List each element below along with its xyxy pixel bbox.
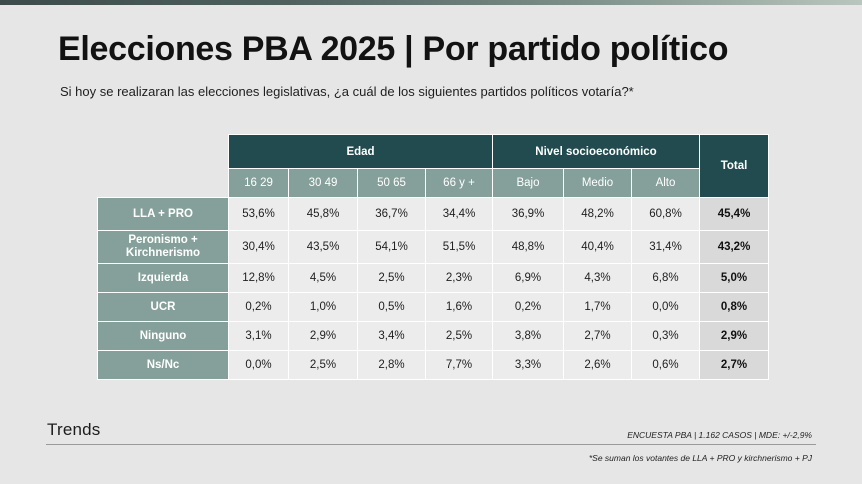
group-header-nivel: Nivel socioeconómico (492, 134, 700, 169)
table-cell: 31,4% (631, 230, 700, 264)
table-cell: 6,9% (492, 263, 564, 293)
table-cell: 1,7% (563, 292, 632, 322)
table-row: Ns/Nc 0,0% 2,5% 2,8% 7,7% 3,3% 2,6% 0,6% 2,7% (97, 350, 769, 380)
table-cell: 1,0% (288, 292, 358, 322)
row-label: Ns/Nc (97, 350, 229, 380)
source-note: ENCUESTA PBA | 1.162 CASOS | MDE: +/-2,9… (627, 430, 812, 440)
group-header-edad: Edad (228, 134, 493, 169)
column-header: 30 49 (288, 168, 358, 198)
footer-divider (46, 444, 816, 445)
column-header: Medio (563, 168, 632, 198)
page-title: Elecciones PBA 2025 | Por partido políti… (58, 30, 729, 68)
column-header: 50 65 (357, 168, 426, 198)
column-header: 66 y + (425, 168, 493, 198)
table-cell: 40,4% (563, 230, 632, 264)
table-cell: 36,9% (492, 197, 564, 231)
table-cell: 36,7% (357, 197, 426, 231)
table-cell: 12,8% (228, 263, 289, 293)
row-label: Ninguno (97, 321, 229, 351)
table-corner (98, 135, 229, 198)
table-cell: 2,5% (425, 321, 493, 351)
footnote: *Se suman los votantes de LLA + PRO y ki… (588, 453, 812, 463)
table-cell: 60,8% (631, 197, 700, 231)
table-cell: 1,6% (425, 292, 493, 322)
table-cell: 0,0% (228, 350, 289, 380)
table-cell: 48,8% (492, 230, 564, 264)
table-cell: 2,7% (563, 321, 632, 351)
table-cell: 30,4% (228, 230, 289, 264)
table-cell: 0,6% (631, 350, 700, 380)
column-header: Bajo (492, 168, 564, 198)
table-cell: 0,2% (492, 292, 564, 322)
table-cell: 7,7% (425, 350, 493, 380)
table-row: Peronismo + Kirchnerismo 30,4% 43,5% 54,1% 5… (97, 230, 769, 264)
table-cell: 0,3% (631, 321, 700, 351)
table-cell: 34,4% (425, 197, 493, 231)
total-cell: 43,2% (699, 230, 769, 264)
total-cell: 2,9% (699, 321, 769, 351)
page-subtitle: Si hoy se realizaran las elecciones legi… (60, 84, 634, 99)
table-cell: 6,8% (631, 263, 700, 293)
table-cell: 2,8% (357, 350, 426, 380)
table-cell: 0,5% (357, 292, 426, 322)
total-cell: 45,4% (699, 197, 769, 231)
table-cell: 45,8% (288, 197, 358, 231)
total-cell: 2,7% (699, 350, 769, 380)
column-header: 16 29 (228, 168, 289, 198)
row-label: UCR (97, 292, 229, 322)
table-cell: 48,2% (563, 197, 632, 231)
brand-logo: Trends (47, 420, 101, 439)
table-row: UCR 0,2% 1,0% 0,5% 1,6% 0,2% 1,7% 0,0% 0,8% (97, 292, 769, 322)
table-cell: 2,5% (357, 263, 426, 293)
table-cell: 43,5% (288, 230, 358, 264)
total-cell: 0,8% (699, 292, 769, 322)
column-header: Alto (631, 168, 700, 198)
table-row: LLA + PRO 53,6% 45,8% 36,7% 34,4% 36,9% 48,2% 6… (97, 197, 769, 231)
table-cell: 51,5% (425, 230, 493, 264)
row-label: Izquierda (97, 263, 229, 293)
table-cell: 2,6% (563, 350, 632, 380)
table-cell: 0,2% (228, 292, 289, 322)
table-row: Ninguno 3,1% 2,9% 3,4% 2,5% 3,8% 2,7% 0,3% 2,9% (97, 321, 769, 351)
total-header: Total (699, 134, 769, 198)
table-cell: 3,3% (492, 350, 564, 380)
table-cell: 0,0% (631, 292, 700, 322)
total-cell: 5,0% (699, 263, 769, 293)
row-label: Peronismo + Kirchnerismo (97, 230, 229, 264)
table-cell: 4,3% (563, 263, 632, 293)
table-row: Izquierda 12,8% 4,5% 2,5% 2,3% 6,9% 4,3% 6,8% 5,… (97, 263, 769, 293)
results-table: Edad Nivel socioeconómico Total 16 29 30… (97, 134, 769, 380)
table-cell: 3,4% (357, 321, 426, 351)
table-cell: 3,1% (228, 321, 289, 351)
table-cell: 4,5% (288, 263, 358, 293)
table-cell: 54,1% (357, 230, 426, 264)
table-cell: 3,8% (492, 321, 564, 351)
table-body: LLA + PRO 53,6% 45,8% 36,7% 34,4% 36,9% 48,2% 6… (97, 197, 769, 380)
top-accent-bar (0, 0, 862, 5)
table-cell: 2,5% (288, 350, 358, 380)
table-cell: 53,6% (228, 197, 289, 231)
row-label: LLA + PRO (97, 197, 229, 231)
table-cell: 2,3% (425, 263, 493, 293)
table-cell: 2,9% (288, 321, 358, 351)
